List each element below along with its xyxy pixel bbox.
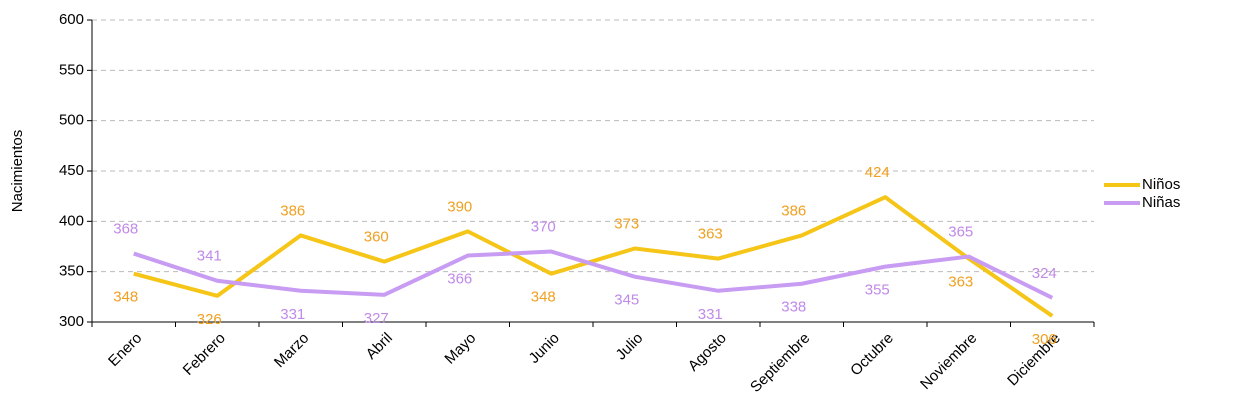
- data-label: 345: [614, 292, 639, 309]
- series-line: [133, 195, 1054, 318]
- x-tick-label: Septiembre: [747, 330, 813, 396]
- x-tick-label: Agosto: [685, 330, 730, 375]
- data-label: 341: [197, 248, 222, 265]
- x-tick-label: Julio: [613, 330, 647, 364]
- y-axis-label: Nacimientos: [9, 130, 26, 213]
- y-tick-label: 300: [59, 313, 84, 330]
- x-tick-label: Abril: [363, 330, 396, 363]
- data-label: 327: [364, 310, 389, 327]
- x-tick-label: Febrero: [180, 330, 229, 379]
- data-label: 390: [447, 198, 472, 215]
- data-label: 324: [1032, 265, 1057, 282]
- data-label: 331: [280, 306, 305, 323]
- data-label: 331: [698, 306, 723, 323]
- data-label: 386: [781, 202, 806, 219]
- y-tick-label: 550: [59, 61, 84, 78]
- data-label: 366: [447, 271, 472, 288]
- x-tick-label: Junio: [526, 330, 563, 367]
- data-label: 386: [280, 202, 305, 219]
- y-tick-label: 400: [59, 212, 84, 229]
- data-label: 373: [614, 215, 639, 232]
- x-tick-label: Mayo: [441, 330, 479, 368]
- data-label: 348: [113, 289, 138, 306]
- series-line: [133, 249, 1054, 300]
- data-label: 360: [364, 229, 389, 246]
- data-label: 355: [865, 282, 890, 299]
- data-label: 370: [531, 219, 556, 236]
- legend-label: Niñas: [1142, 194, 1180, 211]
- y-tick-label: 500: [59, 112, 84, 129]
- legend-label: Niños: [1142, 176, 1180, 193]
- data-label: 326: [197, 311, 222, 328]
- data-label: 368: [113, 221, 138, 238]
- data-label: 306: [1032, 331, 1057, 348]
- y-tick-label: 450: [59, 162, 84, 179]
- x-tick-label: Marzo: [271, 330, 312, 371]
- x-tick-label: Enero: [105, 330, 145, 370]
- data-label: 365: [948, 224, 973, 241]
- data-label: 424: [865, 164, 890, 181]
- data-label: 338: [781, 299, 806, 316]
- data-label: 348: [531, 289, 556, 306]
- y-tick-label: 350: [59, 263, 84, 280]
- data-label: 363: [948, 274, 973, 291]
- y-tick-label: 600: [59, 11, 84, 28]
- data-label: 363: [698, 226, 723, 243]
- x-tick-label: Octubre: [847, 330, 897, 380]
- x-tick-label: Noviembre: [917, 330, 980, 393]
